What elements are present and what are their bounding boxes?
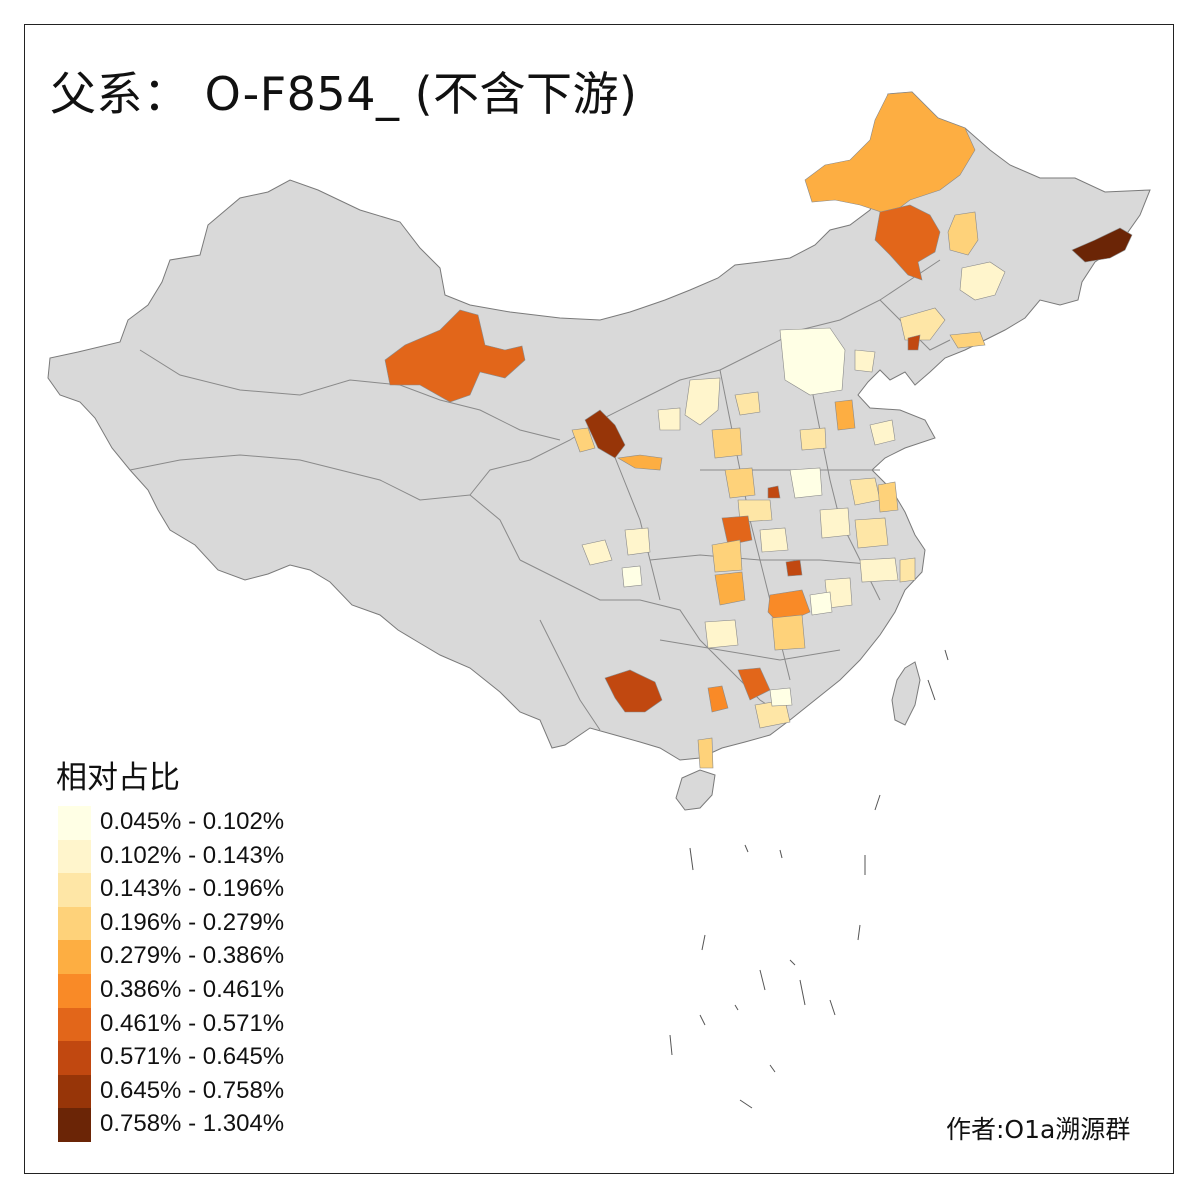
- region-ningxia-small: [617, 454, 663, 471]
- legend-title: 相对占比: [56, 760, 180, 796]
- region-sichuan-2: [624, 527, 651, 556]
- region-gansu-dark: [584, 409, 626, 459]
- region-zhejiang-1: [859, 557, 899, 583]
- legend-item: 0.196% - 0.279%: [58, 906, 338, 941]
- legend-item: 0.758% - 1.304%: [58, 1108, 338, 1142]
- legend-label: 0.571% - 0.645%: [100, 1043, 285, 1071]
- legend-swatch: [58, 940, 91, 974]
- legend-swatch: [58, 873, 91, 907]
- taiwan-island: [891, 661, 921, 726]
- region-jilin: [959, 261, 1006, 301]
- region-guizhou-1: [704, 619, 739, 649]
- legend-label: 0.461% - 0.571%: [100, 1009, 285, 1037]
- region-chongqing: [714, 571, 746, 606]
- region-hubei-2: [711, 539, 743, 573]
- region-jiangxi-1: [809, 591, 833, 616]
- region-shaanxi-orange: [721, 515, 753, 546]
- legend-swatch: [58, 1007, 91, 1042]
- legend-label: 0.102% - 0.143%: [100, 841, 285, 869]
- legend-item: 0.143% - 0.196%: [58, 873, 338, 907]
- legend-swatch: [58, 806, 91, 840]
- legend-label: 0.758% - 1.304%: [100, 1110, 285, 1138]
- region-henan-1: [724, 467, 756, 499]
- legend-item: 0.645% - 0.758%: [58, 1074, 338, 1109]
- region-henan-2: [767, 485, 781, 499]
- region-hebei-north: [779, 327, 846, 396]
- region-shanxi-2: [734, 391, 761, 416]
- legend-label: 0.386% - 0.461%: [100, 975, 285, 1003]
- hainan-island: [675, 769, 716, 811]
- region-shanxi-3: [711, 427, 743, 459]
- legend-item: 0.279% - 0.386%: [58, 940, 338, 974]
- legend-item: 0.571% - 0.645%: [58, 1041, 338, 1075]
- legend-swatch: [58, 839, 91, 874]
- legend-item: 0.102% - 0.143%: [58, 839, 338, 874]
- map-title: 父系： O-F854_ (不含下游): [50, 67, 638, 121]
- legend-item: 0.045% - 0.102%: [58, 806, 338, 840]
- region-hinggan: [874, 204, 941, 281]
- region-shandong-1: [869, 419, 896, 446]
- region-dalian: [907, 334, 921, 351]
- region-jiangsu-1: [849, 477, 881, 506]
- legend-label: 0.143% - 0.196%: [100, 875, 285, 903]
- region-hubei-dark: [785, 559, 803, 577]
- region-henan-3: [789, 467, 823, 499]
- region-liaoning-2: [949, 331, 986, 349]
- legend-swatch: [58, 1041, 91, 1075]
- legend-label: 0.645% - 0.758%: [100, 1076, 285, 1104]
- region-qiqihar: [947, 211, 979, 256]
- south-sea-islands: [669, 649, 949, 1109]
- region-hebei-orange: [834, 399, 856, 431]
- region-northeast-east: [1071, 227, 1133, 263]
- region-guangxi-orange: [707, 685, 729, 713]
- region-sichuan-3: [621, 565, 643, 588]
- region-anhui-2: [854, 517, 889, 549]
- legend: 0.045% - 0.102% 0.102% - 0.143% 0.143% -…: [58, 806, 338, 1142]
- author-credit: 作者:O1a溯源群: [946, 1115, 1131, 1144]
- region-hubei-1: [759, 527, 789, 553]
- region-sichuan-1: [581, 539, 613, 566]
- legend-label: 0.279% - 0.386%: [100, 942, 285, 970]
- choropleth-regions: [384, 91, 1133, 769]
- region-yunnan-dark: [604, 669, 663, 713]
- legend-swatch: [58, 906, 91, 941]
- region-zhejiang-2: [899, 557, 916, 583]
- region-anhui-1: [819, 507, 851, 539]
- region-hunan-1: [771, 614, 806, 651]
- region-shanxi-1: [684, 377, 721, 426]
- legend-swatch: [58, 1108, 91, 1142]
- legend-label: 0.196% - 0.279%: [100, 908, 285, 936]
- legend-label: 0.045% - 0.102%: [100, 808, 285, 835]
- legend-item: 0.461% - 0.571%: [58, 1007, 338, 1042]
- region-xinjiang-north: [384, 309, 526, 403]
- region-hulunbuir: [804, 91, 976, 216]
- legend-swatch: [58, 1074, 91, 1109]
- region-shanxi-4: [657, 407, 681, 431]
- region-hebei-south: [799, 427, 827, 451]
- region-jiangsu-2: [877, 481, 899, 513]
- region-guangdong-2: [769, 687, 793, 707]
- region-gansu-light: [571, 427, 596, 453]
- region-guangdong-west: [697, 737, 714, 769]
- legend-item: 0.386% - 0.461%: [58, 973, 338, 1008]
- region-tianjin: [854, 349, 876, 373]
- legend-swatch: [58, 973, 91, 1008]
- region-liaoning-1: [899, 307, 946, 341]
